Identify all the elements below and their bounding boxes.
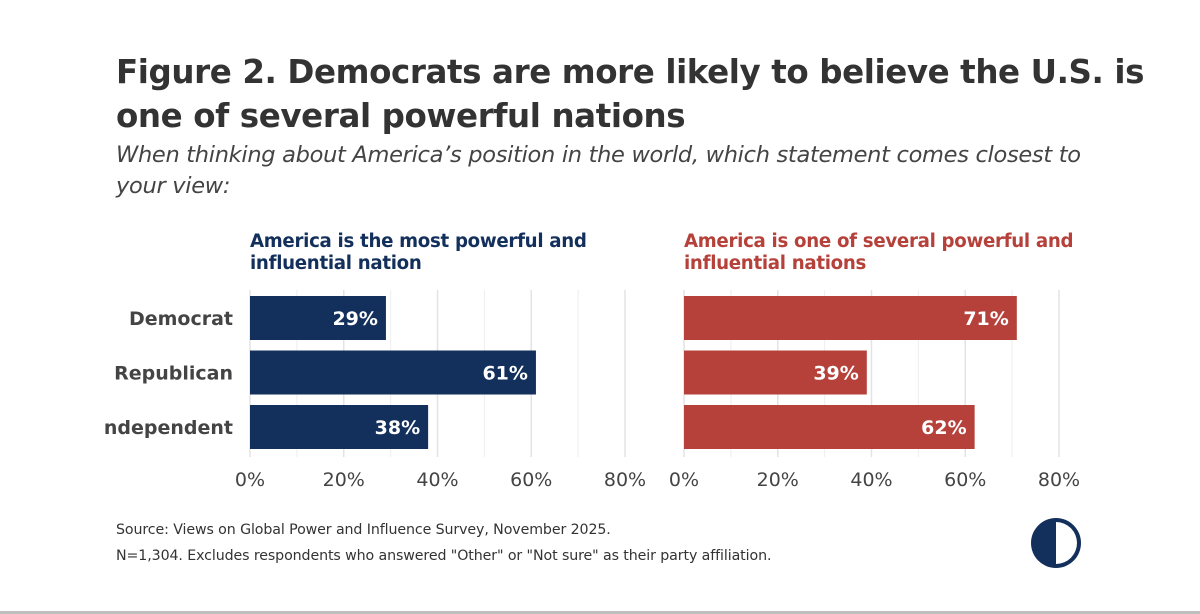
panel-title-line: influential nations [684, 253, 866, 274]
x-tick-label: 0% [669, 469, 699, 491]
sample-note: N=1,304. Excludes respondents who answer… [116, 548, 772, 564]
bar-value-label: 71% [963, 308, 1008, 330]
bar [684, 296, 1017, 340]
category-label: Republican [114, 363, 233, 385]
chart-area: America is the most powerful andinfluent… [104, 231, 1080, 491]
category-label: Democrat [129, 308, 233, 330]
bar-value-label: 38% [375, 417, 420, 439]
bar-value-label: 29% [332, 308, 377, 330]
bar [250, 405, 429, 449]
x-tick-label: 0% [235, 469, 265, 491]
x-tick-label: 80% [604, 469, 646, 491]
x-tick-label: 40% [850, 469, 892, 491]
panel-title-line: America is one of several powerful and [684, 231, 1073, 252]
panel-title-line: influential nation [250, 253, 422, 274]
bottom-rule [0, 611, 1200, 614]
category-label: ndependent [104, 417, 233, 439]
bar-value-label: 39% [813, 363, 858, 385]
bar [250, 350, 536, 395]
panel-title-line: America is the most powerful and [250, 231, 587, 252]
x-tick-label: 20% [323, 469, 365, 491]
bar [684, 350, 867, 395]
x-tick-label: 20% [757, 469, 799, 491]
bar [684, 405, 975, 449]
bar-value-label: 61% [482, 363, 527, 385]
bar-value-label: 62% [921, 417, 966, 439]
chart-subtitle: When thinking about America’s position i… [116, 142, 1081, 199]
x-tick-label: 80% [1038, 469, 1080, 491]
bar [250, 296, 386, 340]
x-tick-label: 40% [416, 469, 458, 491]
source-note: Source: Views on Global Power and Influe… [116, 522, 611, 538]
x-tick-label: 60% [510, 469, 552, 491]
chart-title: Figure 2. Democrats are more likely to b… [116, 53, 1145, 135]
half-circle-logo-icon [1031, 518, 1081, 568]
x-tick-label: 60% [944, 469, 986, 491]
